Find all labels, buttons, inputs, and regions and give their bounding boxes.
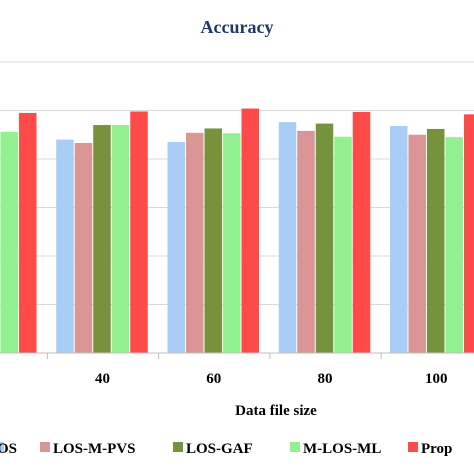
legend-marker-los-m-pvs <box>40 442 50 452</box>
bar-proposed-80 <box>352 111 371 353</box>
bar-los-m-pvs-100 <box>408 134 426 353</box>
legend-label-los: OS <box>0 441 17 457</box>
legend-marker-los <box>0 442 4 452</box>
bar-proposed-60 <box>241 108 259 353</box>
legend-marker-proposed <box>408 442 418 452</box>
legend-marker-los-gaf <box>173 442 183 452</box>
bar-m-los-ml-60 <box>223 133 241 353</box>
x-tick-label-100: 100 <box>425 371 448 387</box>
legend: OS LOS-M-PVS LOS-GAF M-LOS-ML Prop <box>0 441 452 457</box>
bar-m-los-ml-20 <box>0 131 18 353</box>
bar-los-60 <box>167 142 185 353</box>
bar-proposed-40 <box>130 111 148 353</box>
legend-label-los-gaf: LOS-GAF <box>186 441 253 457</box>
x-tick-label-40: 40 <box>95 371 110 387</box>
x-axis-title: Data file size <box>235 403 317 419</box>
bar-los-gaf-40 <box>93 125 111 353</box>
legend-label-proposed: Prop <box>421 441 452 457</box>
bar-los-gaf-60 <box>204 128 222 353</box>
bar-los-gaf-100 <box>427 128 445 353</box>
legend-label-los-m-pvs: LOS-M-PVS <box>53 441 136 457</box>
bar-proposed-20 <box>19 112 37 353</box>
legend-label-m-los-ml: M-LOS-ML <box>303 441 381 457</box>
bars <box>0 108 474 354</box>
x-axis: 40 60 80 100 <box>0 352 474 387</box>
bar-los-40 <box>56 139 74 353</box>
x-tick-label-60: 60 <box>206 371 221 387</box>
legend-marker-m-los-ml <box>290 442 300 452</box>
bar-los-100 <box>390 126 408 354</box>
bar-los-m-pvs-40 <box>74 142 93 353</box>
chart-title: Accuracy <box>201 17 274 37</box>
bar-m-los-ml-100 <box>445 137 463 353</box>
bar-los-80 <box>278 122 297 353</box>
bar-los-m-pvs-80 <box>297 130 315 353</box>
bar-m-los-ml-80 <box>334 136 352 353</box>
bar-m-los-ml-40 <box>111 125 130 353</box>
bar-los-m-pvs-60 <box>186 132 204 353</box>
bar-los-gaf-80 <box>315 123 334 353</box>
bar-proposed-100 <box>464 114 474 353</box>
x-tick-label-80: 80 <box>318 371 333 387</box>
